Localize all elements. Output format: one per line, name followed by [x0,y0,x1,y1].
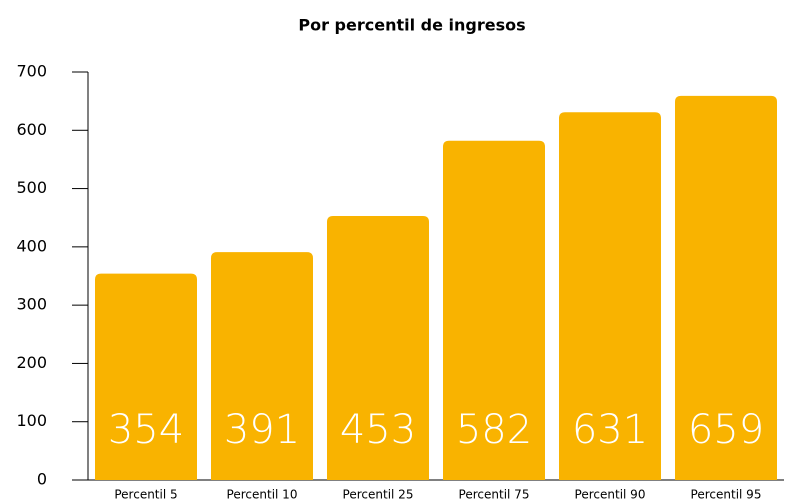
x-tick-label: Percentil 75 [459,488,530,502]
bar [443,140,545,480]
bar [559,112,661,481]
x-tick-label: Percentil 25 [343,488,414,502]
x-tick-label: Percentil 10 [227,488,298,502]
value-label: 354 [108,407,184,453]
value-label: 453 [340,407,416,453]
value-label: 631 [572,407,648,453]
x-tick-label: Percentil 90 [575,488,646,502]
y-tick-label: 700 [16,62,47,81]
bar [675,95,777,480]
bar [327,215,429,481]
y-tick-label: 200 [16,353,47,372]
value-label: 582 [456,407,532,453]
y-tick-label: 400 [16,236,47,255]
bar [211,252,313,480]
x-tick-label: Percentil 5 [114,488,177,502]
y-tick-label: 300 [16,295,47,314]
y-tick-label: 600 [16,120,47,139]
bar [95,273,197,480]
chart-title: Por percentil de ingresos [298,16,525,35]
y-tick-label: 0 [37,470,47,489]
y-tick-label: 500 [16,178,47,197]
y-tick-label: 100 [16,411,47,430]
value-label: 391 [224,407,300,453]
x-tick-label: Percentil 95 [691,488,762,502]
value-label: 659 [688,407,764,453]
